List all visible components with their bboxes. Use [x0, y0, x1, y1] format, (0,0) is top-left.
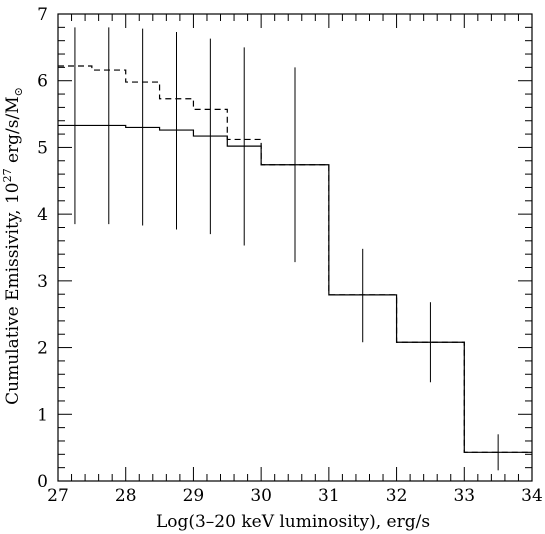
x-axis-label: Log(3–20 keV luminosity), erg/s	[156, 512, 430, 532]
x-tick-label: 29	[183, 486, 205, 506]
x-tick-label: 28	[115, 486, 137, 506]
y-tick-label: 1	[37, 405, 48, 425]
error-bars	[74, 27, 499, 471]
y-tick-label: 0	[37, 472, 48, 492]
x-tick-label: 32	[386, 486, 408, 506]
y-tick-label: 3	[37, 272, 48, 292]
axis-ticks	[57, 13, 533, 482]
y-tick-label: 2	[37, 339, 48, 359]
x-tick-label: 33	[453, 486, 475, 506]
x-tick-label: 31	[318, 486, 340, 506]
y-tick-label: 7	[37, 5, 48, 25]
y-tick-label: 4	[37, 205, 48, 225]
y-axis-label-exponent: 27	[1, 168, 14, 182]
dashed-step-line	[58, 65, 532, 453]
plot-frame	[57, 13, 533, 482]
x-tick-label: 30	[250, 486, 272, 506]
y-axis-label-sun-symbol: ⊙	[12, 87, 25, 96]
x-tick-label: 34	[521, 486, 543, 506]
y-axis-label: Cumulative Emissivity, 1027 erg/s/M⊙	[1, 87, 25, 405]
y-axis-label-unit: erg/s/M	[3, 96, 23, 168]
x-tick-label: 27	[47, 486, 69, 506]
y-tick-label: 6	[37, 72, 48, 92]
y-axis-label-main: Cumulative Emissivity, 10	[3, 182, 23, 404]
y-tick-label: 5	[37, 138, 48, 158]
